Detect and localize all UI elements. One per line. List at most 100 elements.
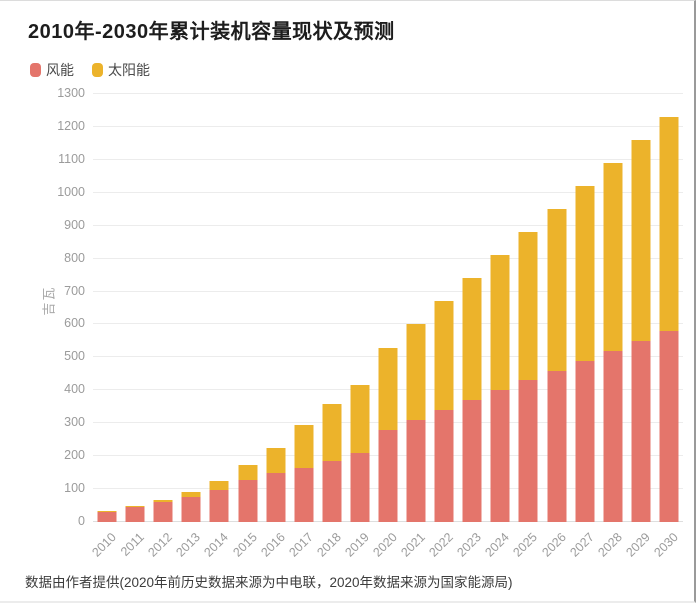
y-tick-label: 200 xyxy=(64,448,85,463)
bar-segment-solar[interactable] xyxy=(238,465,258,480)
y-tick-label: 600 xyxy=(64,316,85,331)
bar-segment-wind[interactable] xyxy=(125,506,145,522)
bar-segment-wind[interactable] xyxy=(294,468,314,522)
bar-segment-wind[interactable] xyxy=(547,370,567,522)
x-tick-label: 2029 xyxy=(623,530,653,560)
bar-segment-solar[interactable] xyxy=(462,278,482,401)
bar-segment-wind[interactable] xyxy=(378,429,398,522)
gridline xyxy=(93,290,683,292)
bar-segment-solar[interactable] xyxy=(434,301,454,411)
legend-item-wind[interactable]: 风能 xyxy=(30,60,74,80)
y-tick-label: 300 xyxy=(64,415,85,430)
bar-2012[interactable] xyxy=(149,94,177,522)
legend-swatch-wind xyxy=(30,63,41,77)
x-tick-label: 2016 xyxy=(257,530,288,560)
bar-2014[interactable] xyxy=(205,94,233,522)
x-tick-label: 2019 xyxy=(342,530,372,560)
bar-segment-solar[interactable] xyxy=(322,403,342,462)
bar-segment-wind[interactable] xyxy=(631,340,651,522)
gridline xyxy=(93,323,683,325)
bar-2011[interactable] xyxy=(121,94,149,522)
bar-segment-wind[interactable] xyxy=(462,400,482,522)
bar-segment-solar[interactable] xyxy=(209,481,229,491)
bar-segment-solar[interactable] xyxy=(575,186,595,361)
bar-segment-wind[interactable] xyxy=(209,490,229,522)
x-tick-label: 2026 xyxy=(538,530,569,560)
bar-segment-wind[interactable] xyxy=(350,452,370,522)
bar-segment-wind[interactable] xyxy=(434,410,454,522)
legend-swatch-solar xyxy=(92,63,103,77)
legend-label: 太阳能 xyxy=(108,62,150,78)
bar-segment-solar[interactable] xyxy=(547,209,567,371)
bar-2017[interactable] xyxy=(290,94,318,522)
bar-2010[interactable] xyxy=(93,94,121,522)
bar-segment-wind[interactable] xyxy=(266,472,286,522)
bar-segment-wind[interactable] xyxy=(518,380,538,522)
x-tick-label: 2013 xyxy=(173,530,204,560)
gridline xyxy=(93,93,683,94)
x-tick-label: 2028 xyxy=(595,530,625,560)
bar-segment-wind[interactable] xyxy=(97,511,117,522)
bar-2023[interactable] xyxy=(458,94,486,522)
bar-segment-wind[interactable] xyxy=(406,419,426,522)
bar-segment-solar[interactable] xyxy=(406,324,426,420)
bar-2029[interactable] xyxy=(627,94,655,522)
bar-segment-wind[interactable] xyxy=(181,496,201,522)
y-tick-label: 800 xyxy=(64,250,85,265)
legend-item-solar[interactable]: 太阳能 xyxy=(92,60,150,80)
bar-2021[interactable] xyxy=(402,94,430,522)
bar-2024[interactable] xyxy=(486,94,514,522)
y-tick-label: 1000 xyxy=(57,184,85,199)
bar-segment-solar[interactable] xyxy=(490,255,510,391)
legend: 风能 太阳能 xyxy=(30,60,150,80)
bar-segment-wind[interactable] xyxy=(575,360,595,522)
y-tick-label: 1100 xyxy=(58,151,85,166)
bar-2016[interactable] xyxy=(262,94,290,522)
bar-2030[interactable] xyxy=(655,94,683,522)
y-tick-label: 400 xyxy=(64,382,85,397)
bar-segment-solar[interactable] xyxy=(659,117,679,332)
x-tick-label: 2024 xyxy=(482,530,513,560)
bar-2019[interactable] xyxy=(346,94,374,522)
x-tick-label: 2012 xyxy=(145,530,176,560)
bar-segment-wind[interactable] xyxy=(322,461,342,522)
bar-segment-solar[interactable] xyxy=(153,499,173,502)
x-tick-label: 2027 xyxy=(566,530,597,560)
bar-2015[interactable] xyxy=(233,94,261,522)
bar-2013[interactable] xyxy=(177,94,205,522)
x-tick-label: 2011 xyxy=(118,530,148,559)
y-tick-label: 0 xyxy=(78,514,85,528)
bar-segment-wind[interactable] xyxy=(659,331,679,522)
gridline xyxy=(93,125,683,127)
bar-segment-solar[interactable] xyxy=(125,505,145,507)
bar-segment-solar[interactable] xyxy=(603,163,623,351)
bar-segment-solar[interactable] xyxy=(294,425,314,469)
x-tick-label: 2015 xyxy=(229,530,260,560)
bar-2027[interactable] xyxy=(571,94,599,522)
bar-segment-solar[interactable] xyxy=(350,385,370,453)
gridline xyxy=(93,257,683,259)
bar-segment-wind[interactable] xyxy=(153,501,173,522)
bar-2018[interactable] xyxy=(318,94,346,522)
x-tick-label: 2010 xyxy=(89,530,119,560)
bar-2025[interactable] xyxy=(514,94,542,522)
bar-2026[interactable] xyxy=(543,94,571,522)
x-tick-label: 2014 xyxy=(201,530,232,560)
bar-segment-solar[interactable] xyxy=(378,347,398,430)
bar-2020[interactable] xyxy=(374,94,402,522)
bar-2022[interactable] xyxy=(430,94,458,522)
x-tick-label: 2017 xyxy=(286,530,316,560)
gridline xyxy=(93,224,683,226)
bar-segment-wind[interactable] xyxy=(238,479,258,522)
bar-segment-solar[interactable] xyxy=(518,232,538,381)
bar-2028[interactable] xyxy=(599,94,627,522)
bar-segment-solar[interactable] xyxy=(631,140,651,341)
gridline xyxy=(93,158,683,160)
bar-segment-solar[interactable] xyxy=(181,491,201,497)
bar-segment-solar[interactable] xyxy=(266,447,286,473)
bar-segment-wind[interactable] xyxy=(490,390,510,522)
bar-segment-wind[interactable] xyxy=(603,350,623,522)
y-tick-label: 1300 xyxy=(57,86,85,100)
x-tick-label: 2020 xyxy=(370,530,400,560)
